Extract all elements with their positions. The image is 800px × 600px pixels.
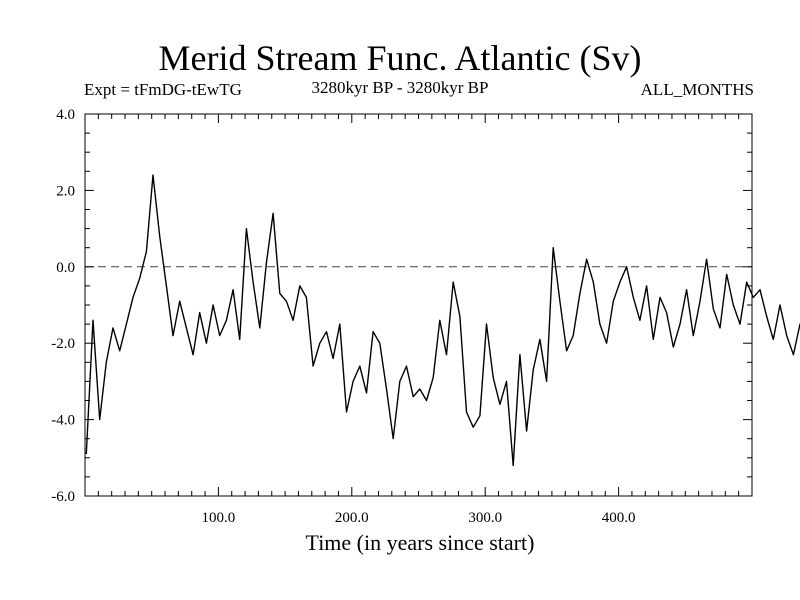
y-tick-label: -2.0 [51, 336, 75, 352]
x-axis-label: Time (in years since start) [305, 530, 535, 555]
y-tick-label: -6.0 [51, 489, 75, 505]
y-tick-label: 4.0 [56, 107, 75, 123]
x-tick-label: 200.0 [335, 510, 369, 526]
chart-title: Merid Stream Func. Atlantic (Sv) [158, 38, 642, 78]
x-tick-label: 300.0 [468, 510, 502, 526]
time-range-label: 3280kyr BP - 3280kyr BP [311, 78, 489, 97]
x-tick-label: 100.0 [202, 510, 236, 526]
y-tick-label: 0.0 [56, 260, 75, 276]
months-label: ALL_MONTHS [640, 80, 754, 99]
y-tick-label: -4.0 [51, 413, 75, 429]
y-tick-label: 2.0 [56, 183, 75, 199]
series-line [85, 174, 800, 467]
plot-frame [84, 113, 753, 497]
experiment-label: Expt = tFmDG-tEwTG [84, 80, 242, 99]
x-tick-label: 400.0 [602, 510, 636, 526]
